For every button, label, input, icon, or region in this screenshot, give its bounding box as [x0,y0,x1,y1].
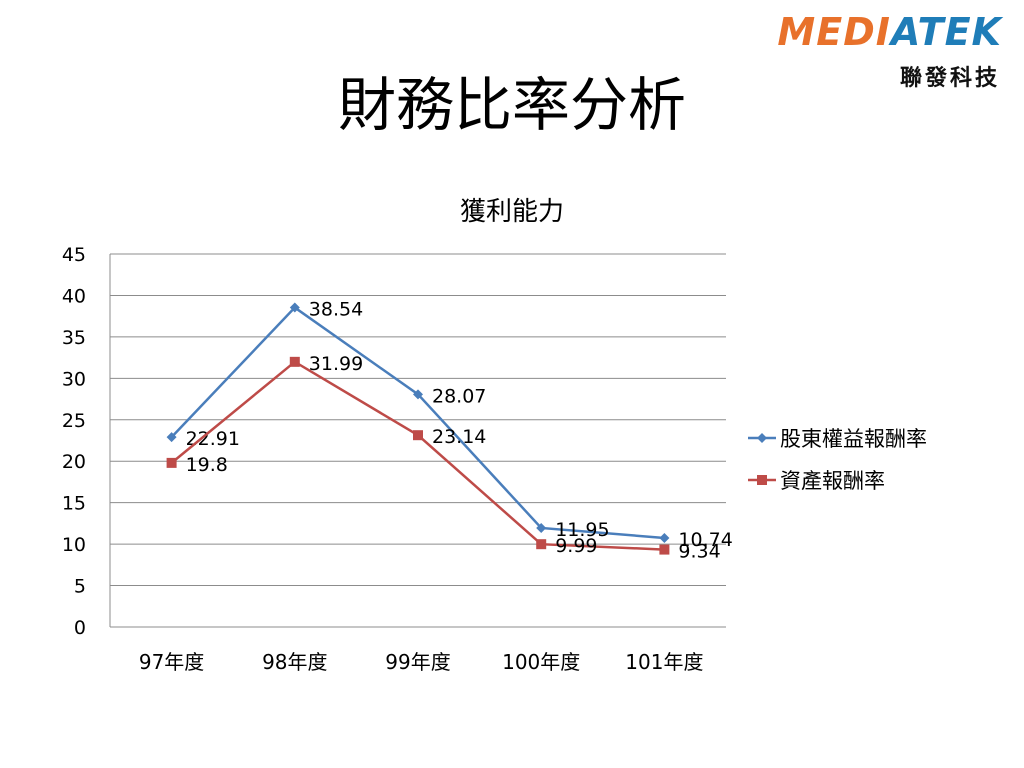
mediatek-logo: MEDIATEK 聯發科技 [722,10,1002,91]
data-label: 28.07 [432,385,486,407]
legend-item: 資產報酬率 [748,469,885,493]
x-tick-label: 100年度 [502,650,580,674]
data-point [536,522,547,533]
logo-wordmark: MEDIATEK [777,10,1002,54]
data-point [166,457,177,468]
data-point [413,389,423,400]
data-label: 31.99 [309,353,363,375]
y-tick-label: 15 [62,493,86,515]
data-label: 19.8 [186,454,228,476]
data-label: 9.34 [678,541,720,563]
y-tick-label: 5 [74,576,86,598]
chart-title: 獲利能力 [460,197,564,227]
data-point [289,356,300,367]
data-point [659,544,670,555]
series-2: 19.8 31.99 23.14 9.99 9.34 [166,353,721,563]
legend-label: 資產報酬率 [780,469,885,493]
y-tick-label: 35 [62,327,86,349]
y-axis-ticks: 0 5 10 15 20 25 30 35 40 45 [62,244,86,639]
data-point [413,430,423,441]
data-label: 22.91 [186,428,240,450]
y-tick-label: 45 [62,244,86,266]
logo-word-b: ATEK [890,10,1002,54]
x-tick-label: 99年度 [385,650,450,674]
series-1: 22.91 38.54 28.07 11.95 10.74 [166,299,733,551]
x-tick-label: 98年度 [262,650,327,674]
data-point [536,539,547,550]
y-tick-label: 10 [62,534,86,556]
data-point [166,432,177,443]
data-point [659,532,670,543]
series-line [170,305,665,540]
data-label: 23.14 [432,426,486,448]
legend-marker [757,475,767,485]
data-label: 38.54 [309,299,363,321]
x-tick-label: 97年度 [139,650,204,674]
legend-label: 股東權益報酬率 [780,427,927,451]
y-tick-label: 0 [74,617,86,639]
x-axis-ticks: 97年度 98年度 99年度 100年度 101年度 [139,650,704,674]
chart-series: 22.91 38.54 28.07 11.95 10.74 19.8 31.99 23.14 9… [166,299,733,563]
data-label: 9.99 [555,535,597,557]
logo-word-a: MEDI [777,10,891,54]
data-label: 11.95 [555,519,609,541]
chart-axes [109,254,726,628]
data-point [289,302,300,313]
y-tick-label: 30 [62,368,86,390]
legend-item: 股東權益報酬率 [748,427,927,451]
slide-title: 財務比率分析 [337,71,686,139]
data-label: 10.74 [678,529,732,551]
x-tick-label: 101年度 [625,650,703,674]
y-tick-label: 25 [62,410,86,432]
logo-subtitle: 聯發科技 [899,66,1000,91]
legend-marker [757,433,767,443]
y-tick-label: 40 [62,285,86,307]
y-tick-label: 20 [62,451,86,473]
chart-gridlines [110,253,726,587]
